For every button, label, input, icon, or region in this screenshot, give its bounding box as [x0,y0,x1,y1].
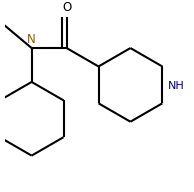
Text: O: O [63,1,72,14]
Text: NH: NH [167,81,184,91]
Text: N: N [27,33,36,46]
